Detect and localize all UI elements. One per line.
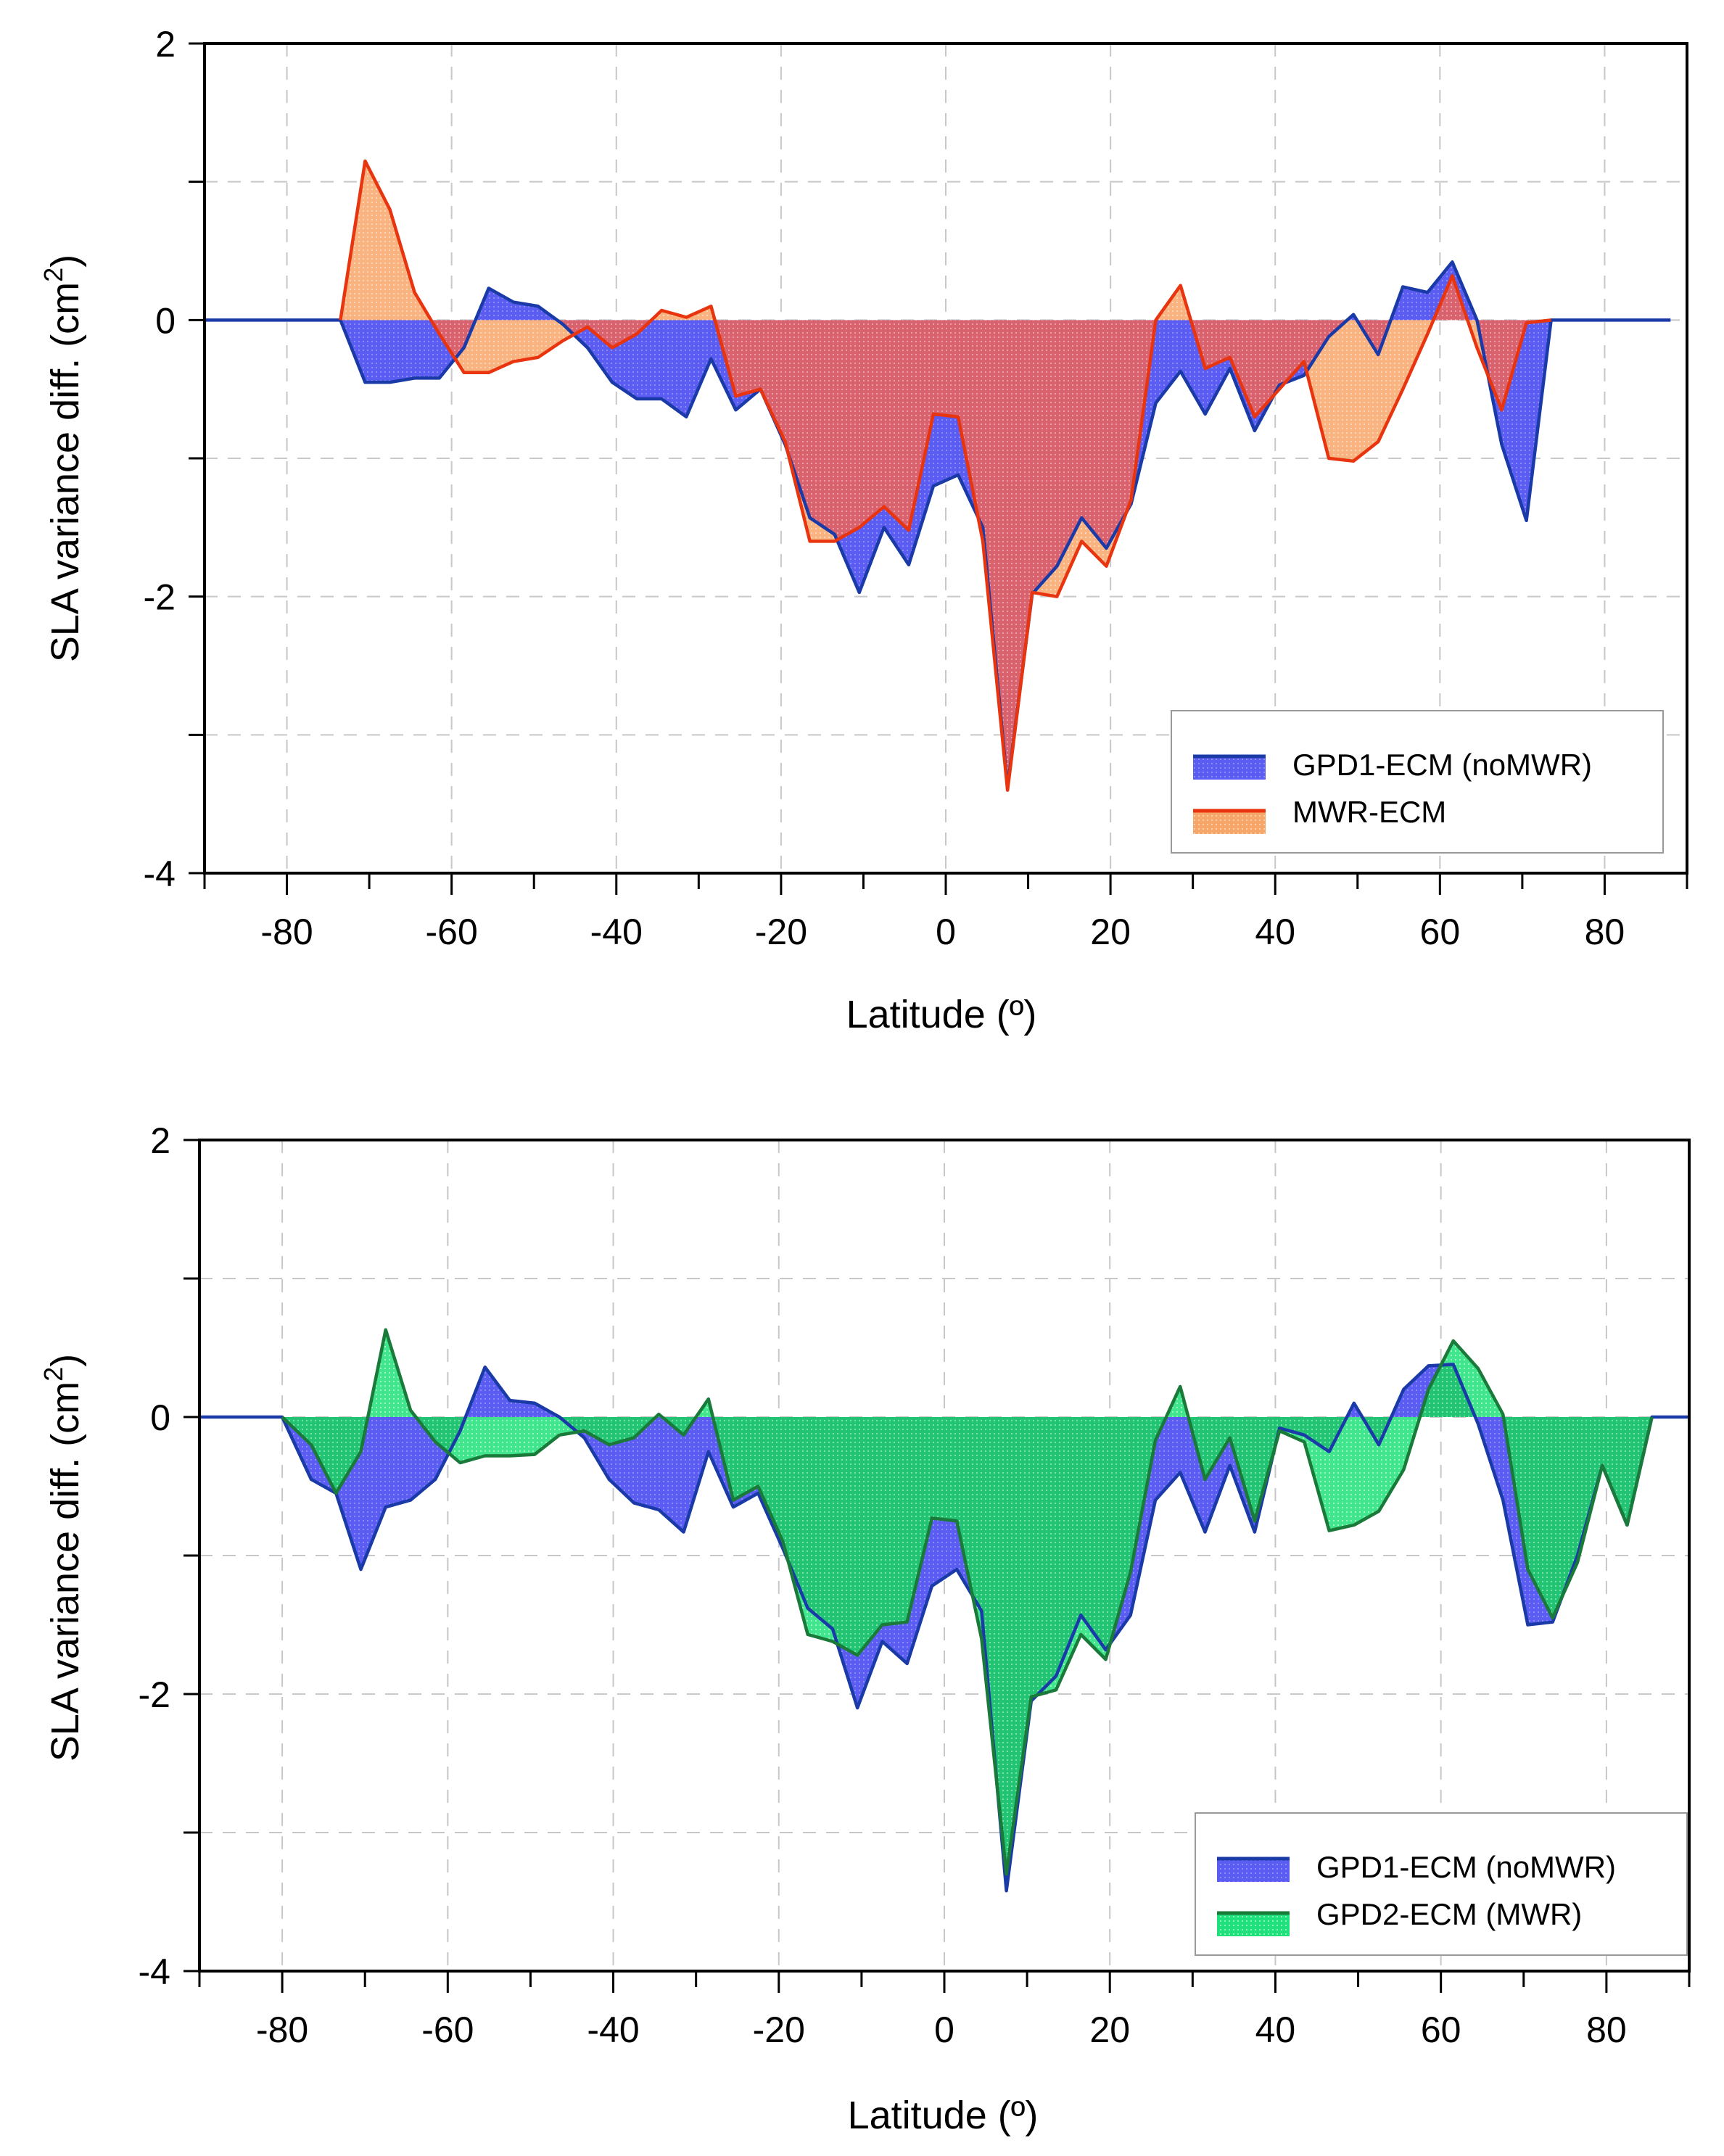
y-tick-label: 0 [155, 300, 176, 341]
x-tick-label: 80 [1586, 2010, 1627, 2050]
series-line-1 [205, 260, 1671, 790]
y-tick-label: -2 [139, 1674, 170, 1715]
x-tick-label: 40 [1255, 912, 1295, 952]
series-lines [199, 1328, 1689, 1893]
y-tick-label: 0 [150, 1397, 170, 1438]
x-tick-label: 60 [1421, 2010, 1461, 2050]
series-lines [205, 159, 1671, 792]
x-tick-label: 0 [934, 2010, 954, 2050]
y-axis-title-superscript: 2 [38, 1367, 68, 1381]
legend: GPD1-ECM (noMWR) GPD2-ECM (MWR) [1195, 1812, 1688, 1956]
panel-top: -80 -60 -40 -20 0 20 40 60 80 20-2-4 Latitude (º… [38, 24, 1688, 1036]
y-axis-title: SLA variance diff. (cm2) [38, 1354, 87, 1761]
x-tick-label: 0 [936, 912, 956, 952]
x-tick-label: 20 [1089, 2010, 1130, 2050]
y-tick-label: -4 [139, 1951, 170, 1992]
x-axis-ticks: -80 -60 -40 -20 0 20 40 60 80 [198, 1971, 1691, 2050]
x-tick-label: -20 [755, 912, 807, 952]
series-line-2 [281, 1328, 1654, 1876]
x-tick-label: -60 [426, 912, 478, 952]
panel-bottom: -80 -60 -40 -20 0 20 40 60 80 20-2-4 Latitude (º… [38, 1120, 1691, 2137]
legend-label-1: GPD1-ECM (noMWR) [1292, 748, 1592, 782]
x-tick-label: 80 [1585, 912, 1625, 952]
series-areas [205, 161, 1671, 790]
x-tick-label: -80 [260, 912, 313, 952]
y-tick-label: -4 [144, 854, 176, 894]
y-tick-label: 2 [155, 24, 176, 65]
x-tick-label: 20 [1090, 912, 1131, 952]
series-line-2 [339, 159, 1551, 792]
y-axis-title-superscript: 2 [38, 268, 68, 282]
legend-swatch-1 [1217, 1859, 1290, 1882]
y-tick-label: 2 [150, 1120, 170, 1161]
legend-swatch-2 [1217, 1913, 1290, 1936]
x-tick-label: -80 [256, 2010, 308, 2050]
legend-label-2: GPD2-ECM (MWR) [1316, 1897, 1582, 1931]
legend: GPD1-ECM (noMWR) MWR-ECM [1171, 710, 1664, 854]
x-tick-label: -40 [587, 2010, 639, 2050]
x-axis-title: Latitude (º) [846, 993, 1037, 1036]
legend-swatch-1 [1193, 756, 1266, 780]
x-tick-label: -40 [590, 912, 643, 952]
y-axis-ticks: 2 0 -2 -4 [144, 24, 205, 894]
y-axis-title: SLA variance diff. (cm2) [38, 255, 87, 662]
x-tick-label: 40 [1255, 2010, 1296, 2050]
x-axis-title: Latitude (º) [848, 2094, 1039, 2137]
series-overlap-area [282, 1364, 1652, 1875]
x-tick-label: -20 [753, 2010, 805, 2050]
x-tick-label: -60 [421, 2010, 474, 2050]
y-tick-label: -2 [144, 577, 176, 618]
x-axis-ticks: -80 -60 -40 -20 0 20 40 60 80 [203, 873, 1688, 952]
series-areas [199, 1329, 1689, 1891]
legend-swatch-2 [1193, 811, 1266, 834]
legend-label-1: GPD1-ECM (noMWR) [1316, 1850, 1616, 1884]
y-axis-ticks: 2 0 -2 -4 [139, 1120, 199, 1992]
legend-label-2: MWR-ECM [1292, 795, 1446, 829]
x-tick-label: 60 [1420, 912, 1461, 952]
